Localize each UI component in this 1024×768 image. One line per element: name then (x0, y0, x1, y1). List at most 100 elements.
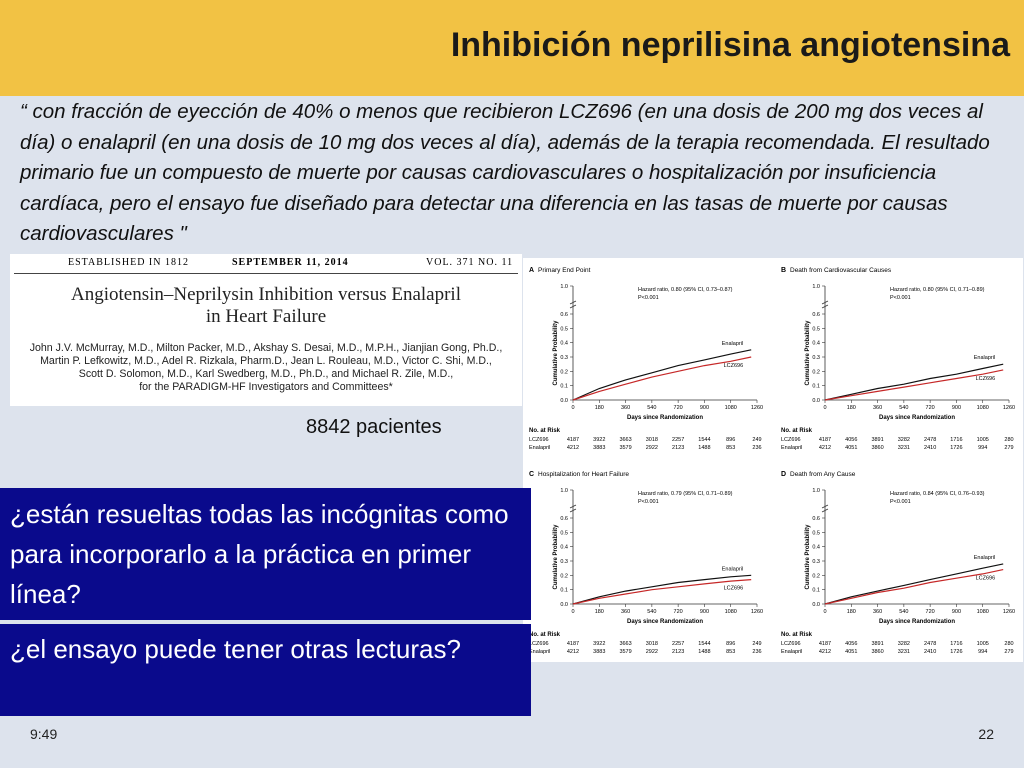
risk-value: 280 (1004, 641, 1013, 647)
axis-break-mark (821, 300, 829, 309)
panel-title: Death from Cardiovascular Causes (790, 267, 892, 274)
risk-value: 4051 (845, 649, 857, 655)
y-axis-label: Cumulative Probability (553, 320, 559, 386)
series-line-enalapril (572, 574, 752, 605)
patient-count: 8842 pacientes (306, 416, 442, 438)
authors-line-2: Martin P. Lefkowitz, M.D., Adel R. Rizka… (40, 355, 492, 367)
hazard-ratio-text: Hazard ratio, 0.79 (95% CI, 0.71–0.89) (638, 491, 733, 497)
x-axis-label: Days since Randomization (627, 415, 703, 421)
risk-value: 3231 (898, 649, 910, 655)
x-tick-label: 180 (595, 609, 604, 615)
risk-value: 1716 (950, 437, 962, 443)
kaplan-meier-svg: A Primary End Point Hazard ratio, 0.80 (95… (529, 267, 1015, 655)
y-tick-label: 0.2 (812, 369, 820, 375)
risk-value: 279 (1004, 445, 1013, 451)
x-axis-label: Days since Randomization (879, 415, 955, 421)
risk-value: 2922 (646, 649, 658, 655)
risk-value: 4212 (567, 649, 579, 655)
x-tick-label: 0 (571, 609, 574, 615)
y-tick-label: 1.0 (812, 488, 820, 494)
quote-text: “ con fracción de eyección de 40% o meno… (20, 100, 990, 245)
y-tick-label: 0.1 (560, 588, 568, 594)
article-title: Angiotensin–Neprilysin Inhibition versus… (10, 284, 522, 328)
y-tick-label: 0.6 (812, 312, 820, 318)
risk-table-header: No. at Risk (529, 428, 561, 434)
x-tick-label: 180 (847, 609, 856, 615)
panel-letter: D (781, 471, 786, 478)
risk-value: 1544 (698, 641, 710, 647)
x-tick-label: 1080 (725, 609, 737, 615)
x-tick-label: 180 (595, 405, 604, 411)
x-tick-label: 540 (647, 609, 656, 615)
risk-value: 1488 (698, 445, 710, 451)
x-tick-label: 540 (899, 609, 908, 615)
x-tick-label: 0 (823, 405, 826, 411)
risk-value: 853 (726, 445, 735, 451)
risk-value: 3891 (871, 641, 883, 647)
y-axis-label: Cumulative Probability (805, 320, 811, 386)
y-tick-label: 0.2 (560, 369, 568, 375)
risk-value: 4187 (567, 437, 579, 443)
x-tick-label: 360 (873, 405, 882, 411)
risk-value: 4187 (819, 641, 831, 647)
p-value-text: P<0.001 (638, 295, 659, 301)
risk-value: 279 (1004, 649, 1013, 655)
risk-value: 2410 (924, 649, 936, 655)
p-value-text: P<0.001 (890, 499, 911, 505)
risk-value: 4212 (567, 445, 579, 451)
risk-row-label: Enalapril (529, 649, 550, 655)
risk-value: 2257 (672, 641, 684, 647)
question-2-text: ¿el ensayo puede tener otras lecturas? (10, 634, 461, 664)
x-tick-label: 0 (571, 405, 574, 411)
article-authors: John J.V. McMurray, M.D., Milton Packer,… (10, 342, 522, 394)
km-panel-b: B Death from Cardiovascular Causes Hazard … (781, 267, 1015, 451)
x-tick-label: 180 (847, 405, 856, 411)
header-rule (14, 273, 518, 274)
risk-value: 994 (978, 649, 987, 655)
y-tick-label: 0.6 (560, 312, 568, 318)
series-line-enalapril (824, 363, 1004, 401)
risk-value: 3018 (646, 437, 658, 443)
y-axis-label: Cumulative Probability (805, 524, 811, 590)
risk-table-header: No. at Risk (529, 632, 561, 638)
article-title-line-1: Angiotensin–Neprilysin Inhibition versus… (71, 284, 461, 305)
risk-value: 2123 (672, 649, 684, 655)
risk-value: 4212 (819, 445, 831, 451)
x-tick-label: 540 (647, 405, 656, 411)
y-tick-label: 0.0 (560, 398, 568, 404)
hazard-ratio-text: Hazard ratio, 0.84 (95% CI, 0.76–0.93) (890, 491, 985, 497)
risk-value: 3282 (898, 641, 910, 647)
x-axis-label: Days since Randomization (879, 619, 955, 625)
x-tick-label: 1260 (1003, 405, 1015, 411)
km-panel-c: C Hospitalization for Heart Failure Hazard… (529, 471, 763, 655)
risk-row-label: LCZ696 (529, 641, 549, 647)
authors-line-1: John J.V. McMurray, M.D., Milton Packer,… (29, 342, 503, 354)
question-1-text: ¿están resueltas todas las incógnitas co… (10, 499, 509, 609)
km-panel-d: D Death from Any Cause Hazard ratio, 0.84 … (781, 471, 1015, 655)
x-tick-label: 720 (674, 405, 683, 411)
y-tick-label: 1.0 (812, 284, 820, 290)
risk-value: 2123 (672, 445, 684, 451)
series-label-enalapril: Enalapril (974, 355, 995, 361)
km-panel-a: A Primary End Point Hazard ratio, 0.80 (95… (529, 267, 763, 451)
y-tick-label: 0.2 (812, 573, 820, 579)
footer-time: 9:49 (30, 726, 58, 742)
x-tick-label: 1080 (977, 405, 989, 411)
panel-title: Death from Any Cause (790, 471, 856, 478)
risk-row-label: Enalapril (529, 445, 550, 451)
risk-value: 3579 (619, 649, 631, 655)
risk-value: 1544 (698, 437, 710, 443)
x-tick-label: 360 (621, 609, 630, 615)
y-tick-label: 0.5 (812, 326, 820, 332)
panel-letter: B (781, 267, 786, 274)
risk-value: 1716 (950, 641, 962, 647)
panel-title: Primary End Point (538, 267, 591, 274)
slide-title: Inhibición neprilisina angiotensina (450, 26, 1010, 64)
risk-value: 1726 (950, 649, 962, 655)
x-tick-label: 720 (926, 405, 935, 411)
risk-value: 236 (752, 649, 761, 655)
risk-value: 4212 (819, 649, 831, 655)
x-tick-label: 900 (700, 609, 709, 615)
axis-break-mark (569, 504, 577, 513)
y-tick-label: 0.3 (560, 355, 568, 361)
